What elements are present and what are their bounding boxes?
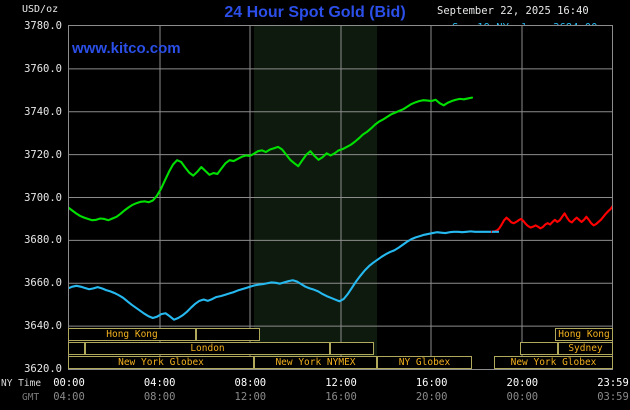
- y-axis-tick-3: 3720.0: [24, 148, 62, 161]
- x-axis-gmt-tick-3: 16:00: [325, 391, 357, 403]
- x-axis-ny-tick-0: 00:00: [53, 377, 85, 389]
- session-bar-segment-5: [330, 342, 374, 355]
- session-bar-sydney-7: Sydney: [558, 342, 613, 355]
- session-bar-hong-kong-2: Hong Kong: [555, 328, 613, 341]
- y-axis-tick-2: 3740.0: [24, 105, 62, 118]
- y-axis-unit-label: USD/oz: [22, 4, 59, 15]
- x-axis-gmt-tick-6: 03:59: [597, 391, 629, 403]
- session-bar-new-york-globex-11: New York Globex: [494, 356, 613, 369]
- session-bar-segment-6: [520, 342, 558, 355]
- session-bar-segment-1: [196, 328, 260, 341]
- x-axis-ny-tick-1: 04:00: [143, 377, 176, 389]
- session-bar-ny-globex-10: NY Globex: [377, 356, 472, 369]
- x-axis-ny-tick-6: 23:59: [597, 377, 629, 389]
- timestamp: September 22, 2025 16:40: [437, 5, 589, 17]
- session-bar-london-4: London: [85, 342, 330, 355]
- y-axis-tick-8: 3620.0: [24, 363, 62, 375]
- y-axis-tick-0: 3780.0: [24, 20, 62, 32]
- series-line-1: [69, 230, 494, 321]
- series-line-2: [490, 205, 612, 233]
- plot-area: [68, 25, 613, 370]
- y-axis-tick-5: 3680.0: [24, 234, 62, 247]
- x-axis-ny-tick-2: 08:00: [234, 377, 267, 389]
- y-axis-tick-7: 3640.0: [24, 320, 62, 333]
- price-series-svg: [69, 26, 612, 369]
- x-axis-ny-tick-5: 20:00: [506, 377, 539, 389]
- x-axis-gmt-tick-0: 04:00: [53, 391, 85, 403]
- session-bar-segment-3: [68, 342, 85, 355]
- page-title: 24 Hour Spot Gold (Bid): [224, 4, 406, 21]
- y-axis-tick-4: 3700.0: [24, 191, 62, 204]
- session-bar-new-york-globex-8: New York Globex: [68, 356, 254, 369]
- x-axis-ny-tick-3: 12:00: [325, 377, 357, 389]
- session-bar-new-york-nymex-9: New York NYMEX: [254, 356, 377, 369]
- x-axis-gmt-label: GMT: [22, 392, 40, 403]
- series-line-0: [69, 96, 474, 222]
- x-axis-ny-time-label: NY Time: [1, 378, 42, 389]
- x-axis-gmt-tick-5: 00:00: [506, 391, 539, 403]
- y-axis-tick-6: 3660.0: [24, 277, 62, 290]
- x-axis-gmt-tick-4: 20:00: [415, 391, 448, 403]
- x-axis-ny-tick-4: 16:00: [415, 377, 448, 389]
- session-bar-hong-kong-0: Hong Kong: [68, 328, 196, 341]
- kitco-watermark: www.kitco.com: [72, 40, 181, 57]
- x-axis-gmt-tick-1: 08:00: [143, 391, 176, 403]
- x-axis-gmt-tick-2: 12:00: [234, 391, 267, 403]
- y-axis-tick-1: 3760.0: [24, 62, 62, 75]
